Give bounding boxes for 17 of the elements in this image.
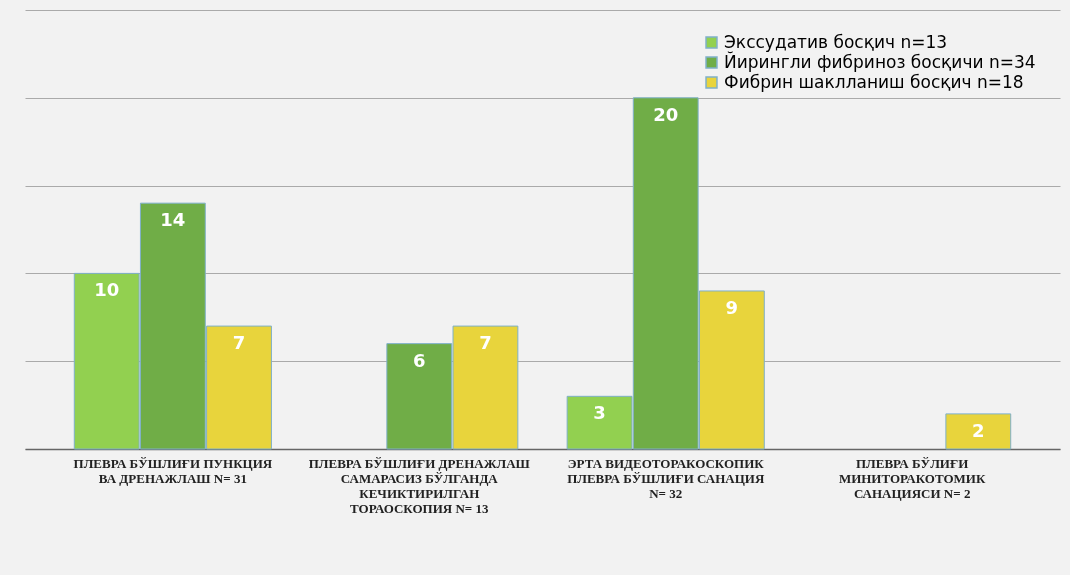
data-label: 10 [94, 279, 120, 301]
data-label: 9 [725, 296, 739, 318]
data-label: 7 [232, 332, 246, 354]
data-label: 2 [972, 419, 985, 441]
bar [945, 413, 1012, 450]
data-label: 3 [593, 402, 606, 424]
x-tick-label: ПЛЕВРА БЎШЛИҒИ ПУНКЦИЯ ВА ДРЕНАЖЛАШ N= 31 [73, 455, 273, 486]
data-label: 14 [160, 209, 186, 231]
x-tick-label: ПЛЕВРА БЎШЛИҒИ ДРЕНАЖЛАШ САМАРАСИЗ БЎЛГАНДА КЕЧИКТИРИЛГАН ТОРАОСКОПИЯ N= 13 [308, 455, 531, 516]
x-tick-label: ПЛЕВРА БЎЛИҒИ МИНИТОРАКОТОМИК САНАЦИЯСИ N= 2 [838, 455, 986, 501]
data-label: 7 [479, 332, 492, 354]
data-label: 6 [413, 349, 426, 371]
legend-label: Экссудатив босқич n=13 [724, 31, 948, 52]
data-label: 20 [653, 103, 679, 125]
legend-label: Йирингли фибриноз босқичи n=34 [724, 50, 1036, 72]
x-tick-label: ЭРТА ВИДЕОТОРАКОСКОПИК ПЛЕВРА БЎШЛИҒИ САНАЦИЯ N= 32 [567, 455, 765, 501]
legend-label: Фибрин шаклланиш босқич n=18 [724, 71, 1024, 92]
